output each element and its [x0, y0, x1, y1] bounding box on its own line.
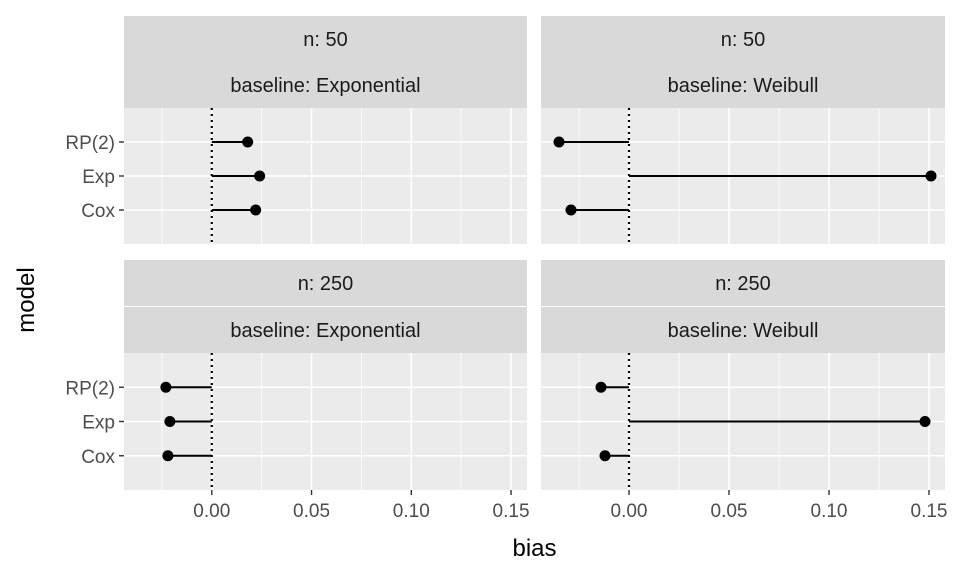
y-tick-label: Cox: [81, 201, 115, 222]
bias-point: [595, 381, 607, 393]
bias-point: [164, 416, 176, 427]
x-tick-label: 0.05: [711, 501, 748, 522]
bias-point: [160, 381, 172, 393]
x-tick-label: 0.00: [611, 501, 648, 522]
axes-layer: RP(2) Exp Cox RP(2) Exp Cox 0.00 0.05 0.10 0.15 0.…: [65, 133, 947, 522]
x-tick-label: 0.05: [293, 501, 330, 522]
y-tick-label: Exp: [82, 167, 115, 188]
strip-top-bg: [541, 260, 945, 306]
y-axis-title: model: [13, 267, 40, 332]
panel-3: n: 250 baseline: Exponential: [124, 260, 527, 490]
strip-bottom-label: baseline: Exponential: [230, 320, 420, 342]
strip-top-label: n: 50: [721, 29, 765, 51]
strip-top-bg: [541, 16, 945, 62]
strip-top-label: n: 250: [298, 273, 354, 295]
y-tick-label: Exp: [82, 413, 115, 434]
x-axis-title: bias: [512, 535, 556, 562]
x-tick-label: 0.00: [193, 501, 230, 522]
strip-top-bg: [124, 16, 527, 62]
bias-point: [242, 136, 254, 148]
panel-4: n: 250 baseline: Weibull: [541, 260, 945, 490]
y-tick-label: RP(2): [65, 133, 115, 154]
x-tick-label: 0.15: [493, 501, 530, 522]
bias-point: [162, 450, 174, 462]
x-tick-label: 0.10: [393, 501, 430, 522]
bias-point: [553, 136, 565, 148]
strip-bottom-label: baseline: Weibull: [668, 320, 819, 342]
strip-top-label: n: 250: [715, 273, 771, 295]
strip-bottom-bg: [124, 62, 527, 108]
strip-bottom-label: baseline: Weibull: [668, 75, 819, 97]
x-tick-label: 0.10: [811, 501, 848, 522]
panel-1: n: 50 baseline: Exponential: [124, 16, 527, 244]
panels-layer: n: 50 baseline: Exponential n: 50 baseline:…: [124, 16, 945, 490]
y-tick-label: RP(2): [65, 378, 115, 399]
bias-point: [565, 204, 577, 216]
x-tick-label: 0.15: [911, 501, 948, 522]
strip-bottom-label: baseline: Exponential: [230, 75, 420, 97]
strip-top-bg: [124, 260, 527, 306]
strip-bottom-bg: [541, 307, 945, 353]
bias-point: [250, 204, 262, 216]
bias-point: [925, 170, 937, 182]
bias-point: [919, 416, 931, 427]
strip-top-label: n: 50: [303, 29, 347, 51]
bias-point: [599, 450, 611, 462]
bias-point: [254, 170, 266, 182]
strip-bottom-bg: [124, 307, 527, 353]
y-tick-label: Cox: [81, 447, 115, 468]
strip-bottom-bg: [541, 62, 945, 108]
panel-2: n: 50 baseline: Weibull: [541, 16, 945, 244]
